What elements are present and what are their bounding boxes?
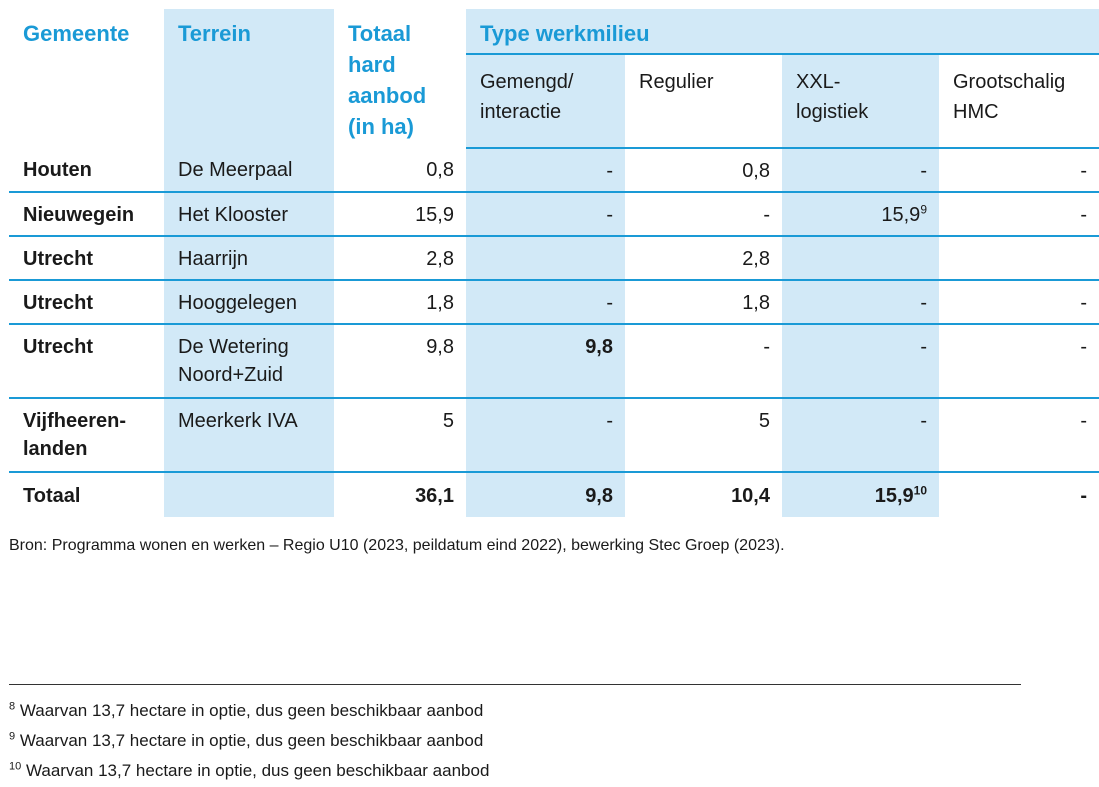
cell-gemengd [466, 236, 625, 281]
footnote-ref: 10 [913, 483, 927, 498]
table-row: Utrecht De Wetering Noord+Zuid 9,8 9,8 - … [9, 324, 1099, 399]
cell-regulier: 5 [625, 398, 782, 473]
table-row: Houten De Meerpaal 0,8 - 0,8 - - [9, 148, 1099, 193]
cell-gemengd: 9,8 [466, 324, 625, 399]
cell-totaal: 2,8 [334, 236, 466, 281]
cell-gemengd: - [466, 280, 625, 325]
cell-gemeente: Utrecht [9, 280, 164, 325]
cell-totaal: 15,9 [334, 192, 466, 237]
werkmilieu-table: Gemeente Terrein Totaal hard aanbod (in … [9, 9, 1099, 517]
header-regulier: Regulier [625, 54, 782, 149]
cell-hmc: - [939, 280, 1099, 325]
footnote-text: Waarvan 13,7 hectare in optie, dus geen … [25, 761, 490, 780]
footnote: 8 Waarvan 13,7 hectare in optie, dus gee… [9, 697, 489, 727]
cell-gemeente: Vijfheeren-landen [9, 398, 164, 473]
header-totaal-hard-aanbod: Totaal hard aanbod (in ha) [348, 21, 427, 139]
cell-terrein: De Wetering Noord+Zuid [164, 324, 334, 399]
cell-gemengd: - [466, 148, 625, 193]
footnote-ref: 9 [920, 202, 927, 217]
cell-xxl: - [782, 324, 939, 399]
table-row: Utrecht Haarrijn 2,8 2,8 [9, 236, 1099, 281]
cell-hmc: - [939, 192, 1099, 237]
cell-xxl: - [782, 148, 939, 193]
header-gemengd-interactie: Gemengd/interactie [466, 54, 625, 149]
cell-hmc [939, 236, 1099, 281]
cell-totaal: 0,8 [334, 148, 466, 193]
table-row: Utrecht Hooggelegen 1,8 - 1,8 - - [9, 280, 1099, 325]
cell-terrein: Hooggelegen [164, 280, 334, 325]
cell-total-totaal: 36,1 [415, 485, 454, 507]
footnote-number: 8 [9, 700, 16, 713]
table-row: Vijfheeren-landen Meerkerk IVA 5 - 5 - - [9, 398, 1099, 473]
footnote-number: 9 [9, 730, 16, 743]
cell-regulier: 0,8 [625, 148, 782, 193]
header-gemeente: Gemeente [23, 21, 130, 46]
source-note: Bron: Programma wonen en werken – Regio … [9, 537, 785, 554]
cell-terrein: De Meerpaal [164, 148, 334, 193]
cell-xxl [782, 236, 939, 281]
footnote-divider [9, 684, 1021, 685]
header-type-werkmilieu: Type werkmilieu [466, 9, 1099, 55]
cell-gemeente: Nieuwegein [9, 192, 164, 237]
cell-totaal: 9,8 [334, 324, 466, 399]
cell-totaal: 5 [334, 398, 466, 473]
footnote-number: 10 [9, 760, 22, 773]
cell-xxl: - [782, 280, 939, 325]
header-xxl-logistiek: XXL-logistiek [782, 54, 939, 149]
cell-regulier: 2,8 [625, 236, 782, 281]
header-grootschalig-hmc: Grootschalig HMC [939, 54, 1099, 149]
cell-regulier: - [625, 324, 782, 399]
cell-gemeente: Utrecht [9, 236, 164, 281]
cell-hmc: - [939, 324, 1099, 399]
cell-hmc: - [939, 398, 1099, 473]
cell-total-regulier: 10,4 [731, 485, 770, 507]
footnote: 9 Waarvan 13,7 hectare in optie, dus gee… [9, 727, 489, 757]
table-row: Nieuwegein Het Klooster 15,9 - - 15,99 - [9, 192, 1099, 237]
cell-totaal: 1,8 [334, 280, 466, 325]
cell-total-hmc: - [1080, 485, 1088, 507]
footnotes: 8 Waarvan 13,7 hectare in optie, dus gee… [9, 697, 489, 787]
total-row: Totaal 36,1 9,8 10,4 15,910 - [9, 472, 1099, 517]
cell-total-terrein [164, 472, 334, 517]
cell-xxl: 15,99 [782, 192, 939, 237]
cell-terrein: Meerkerk IVA [164, 398, 334, 473]
cell-regulier: 1,8 [625, 280, 782, 325]
header-terrein: Terrein [164, 9, 334, 148]
cell-regulier: - [625, 192, 782, 237]
cell-total-label: Totaal [23, 485, 81, 507]
cell-gemeente: Houten [9, 148, 164, 193]
cell-terrein: Haarrijn [164, 236, 334, 281]
footnote-text: Waarvan 13,7 hectare in optie, dus geen … [19, 731, 484, 750]
cell-total-gemengd: 9,8 [466, 472, 625, 517]
footnote-text: Waarvan 13,7 hectare in optie, dus geen … [19, 701, 484, 720]
cell-hmc: - [939, 148, 1099, 193]
cell-terrein: Het Klooster [164, 192, 334, 237]
cell-gemengd: - [466, 192, 625, 237]
cell-gemeente: Utrecht [9, 324, 164, 399]
footnote: 10 Waarvan 13,7 hectare in optie, dus ge… [9, 757, 489, 787]
cell-gemengd: - [466, 398, 625, 473]
cell-xxl: - [782, 398, 939, 473]
cell-total-xxl: 15,910 [782, 472, 939, 517]
